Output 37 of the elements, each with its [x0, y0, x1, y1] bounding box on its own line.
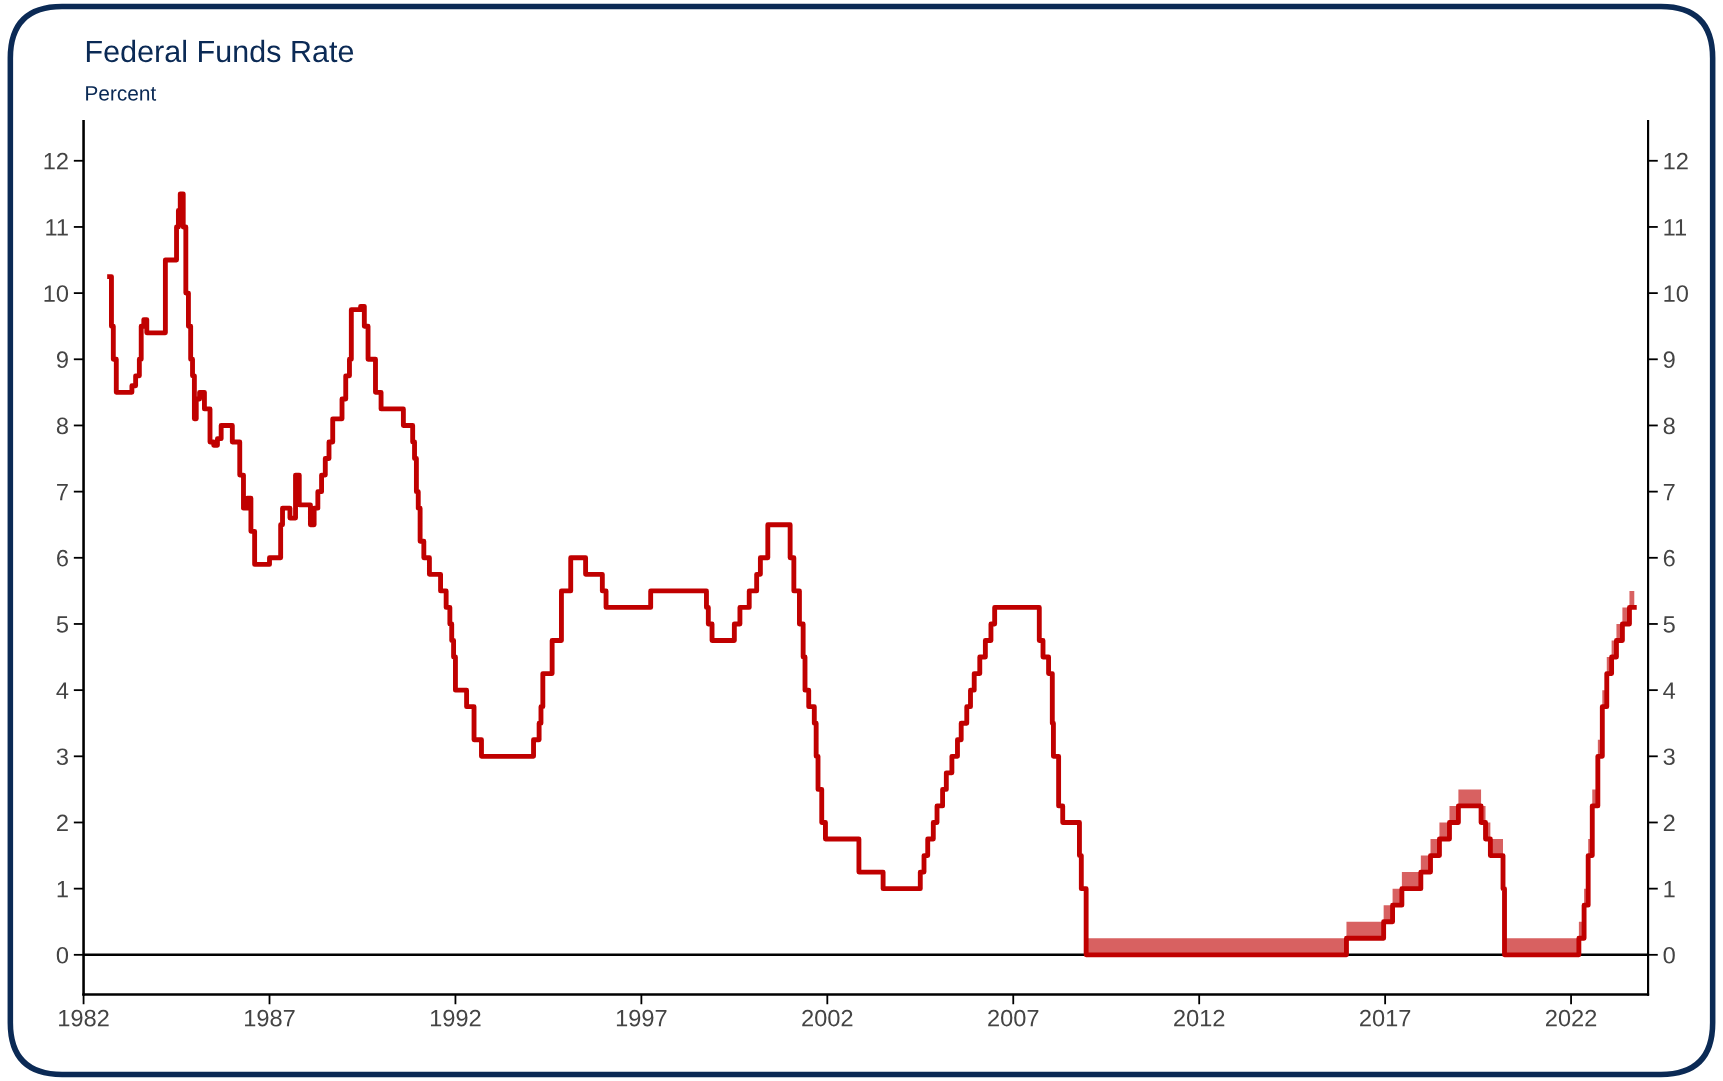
- y-tick-label: 10: [44, 285, 69, 302]
- y2-tick-label: 8: [1663, 417, 1675, 435]
- y-tick-label: 2: [57, 814, 68, 832]
- x-tick-label: 2002: [802, 1009, 853, 1027]
- y2-tick-label: 5: [1663, 616, 1675, 633]
- y2-tick-label: 2: [1663, 814, 1675, 832]
- y-tick-label: 7: [57, 483, 68, 501]
- y2-tick-label: 6: [1663, 549, 1675, 567]
- x-tick-label: 1997: [616, 1009, 667, 1027]
- x-tick-label: 2012: [1174, 1009, 1225, 1027]
- y-tick-label: 9: [56, 351, 68, 369]
- y2-tick-label: 1: [1664, 880, 1675, 898]
- y-tick-label: 5: [56, 616, 68, 633]
- y2-tick-label: 4: [1663, 682, 1676, 699]
- y2-tick-label: 7: [1663, 483, 1675, 501]
- y2-tick-label: 12: [1664, 152, 1688, 170]
- y-tick-label: 12: [44, 152, 68, 170]
- y-tick-label: 1: [57, 880, 68, 898]
- y2-tick-label: 0: [1663, 946, 1675, 964]
- x-tick-label: 2007: [988, 1009, 1039, 1027]
- x-tick-label: 1982: [59, 1009, 109, 1027]
- y2-tick-label: 9: [1663, 351, 1675, 369]
- y2-tick-label: 10: [1664, 285, 1688, 302]
- y-tick-label: 11: [46, 219, 68, 236]
- y2-tick-label: 3: [1663, 748, 1675, 766]
- x-tick-label: 1992: [430, 1009, 481, 1027]
- y-tick-label: 4: [56, 682, 69, 699]
- y-tick-label: 8: [56, 417, 68, 435]
- x-tick-label: 2017: [1360, 1009, 1411, 1027]
- chart-title: Federal Funds Rate: [86, 39, 354, 63]
- y-tick-label: 3: [56, 748, 68, 766]
- y2-tick-label: 11: [1664, 219, 1686, 236]
- y-tick-label: 0: [56, 946, 69, 964]
- x-tick-label: 1987: [245, 1009, 295, 1027]
- chart-subtitle: Percent: [86, 86, 157, 101]
- x-tick-label: 2022: [1546, 1009, 1597, 1027]
- y-tick-label: 6: [57, 549, 68, 567]
